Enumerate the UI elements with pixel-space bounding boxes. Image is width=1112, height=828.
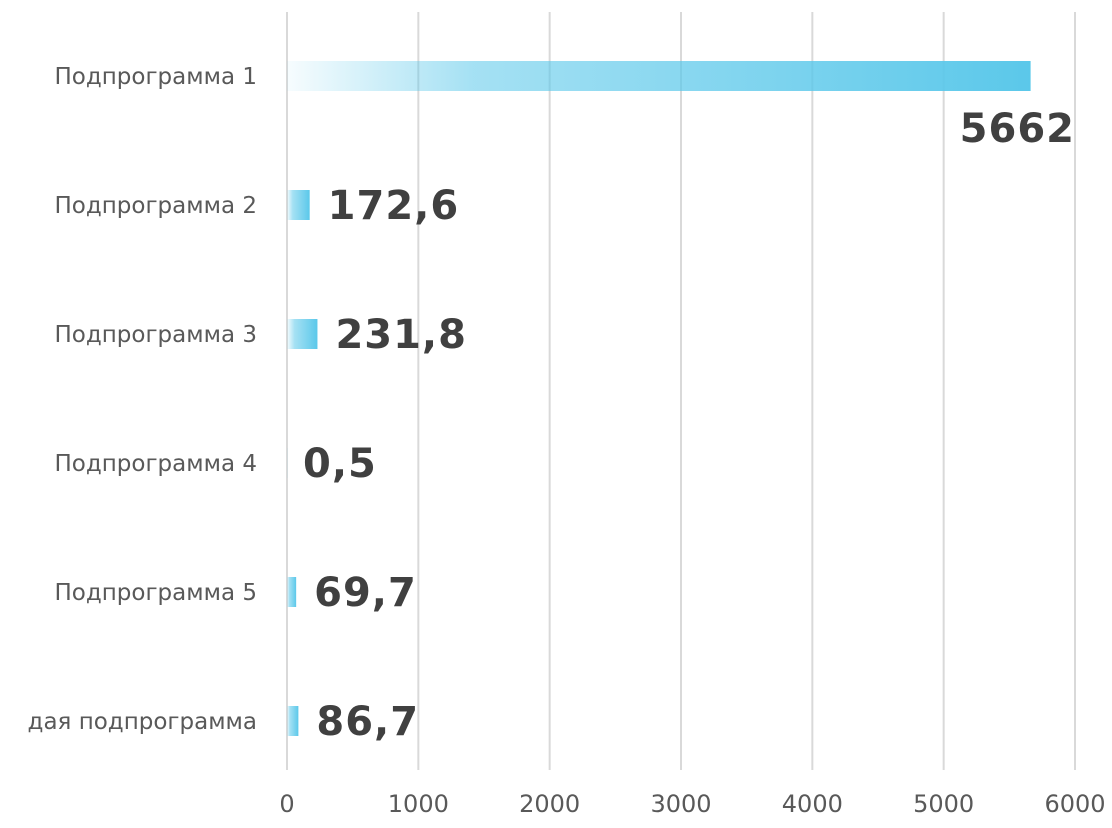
data-label: 231,8 (335, 312, 467, 358)
x-tick-label: 3000 (650, 790, 711, 818)
category-label: Подпрограмма 3 (55, 322, 258, 348)
x-tick-label: 6000 (1044, 790, 1105, 818)
x-tick-label: 1000 (388, 790, 449, 818)
x-tick-label: 4000 (782, 790, 843, 818)
x-tick-label: 5000 (913, 790, 974, 818)
category-label: Подпрограмма 2 (55, 193, 258, 219)
category-label: Подпрограмма 4 (55, 451, 258, 477)
category-label: дая подпрограмма (28, 709, 257, 735)
bar (287, 577, 296, 607)
data-label: 0,5 (303, 441, 377, 487)
bar (287, 61, 1031, 91)
data-label: 5662 (960, 106, 1075, 152)
bar (287, 319, 317, 349)
x-tick-label: 2000 (519, 790, 580, 818)
data-label: 86,7 (316, 699, 419, 745)
category-label: Подпрограмма 5 (55, 580, 258, 606)
data-label: 172,6 (328, 183, 460, 229)
data-label: 69,7 (314, 570, 417, 616)
bar (287, 706, 298, 736)
bars (287, 61, 1031, 736)
category-label: Подпрограмма 1 (55, 64, 258, 90)
gridlines (287, 12, 1075, 770)
x-tick-label: 0 (279, 790, 294, 818)
bar (287, 190, 310, 220)
